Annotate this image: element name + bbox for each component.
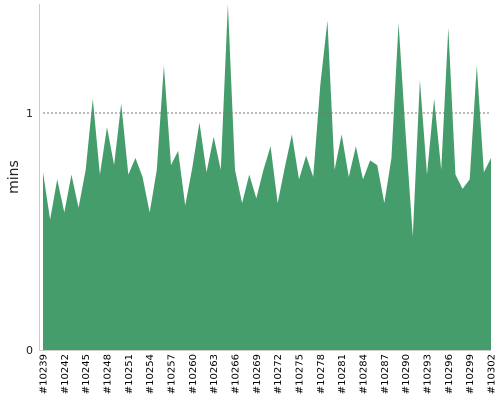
x-tick-label: #10269 xyxy=(252,354,263,394)
x-tick-label: #10239 xyxy=(39,354,50,394)
y-tick-layer: 01 xyxy=(26,107,33,357)
x-tick-label: #10293 xyxy=(423,354,434,394)
x-tick-label: #10296 xyxy=(444,354,455,394)
y-tick-label: 0 xyxy=(26,344,33,357)
axis-layer xyxy=(39,4,491,351)
area-series xyxy=(43,4,491,350)
x-tick-label: #10290 xyxy=(401,354,412,394)
x-tick-label: #10257 xyxy=(167,354,178,394)
x-tick-label: #10263 xyxy=(209,354,220,394)
x-tick-label: #10260 xyxy=(188,354,199,394)
x-tick-label: #10248 xyxy=(103,354,114,394)
x-tick-label: #10284 xyxy=(359,354,370,394)
x-tick-label: #10254 xyxy=(145,354,156,394)
x-tick-label: #10275 xyxy=(295,354,306,394)
x-tick-label: #10281 xyxy=(337,354,348,394)
x-tick-label: #10242 xyxy=(60,354,71,394)
y-tick-label: 1 xyxy=(26,107,33,120)
area-layer xyxy=(43,4,491,350)
x-tick-label: #10302 xyxy=(487,354,498,394)
x-tick-label: #10278 xyxy=(316,354,327,394)
x-tick-label: #10287 xyxy=(380,354,391,394)
x-tick-layer: #10239 #10242 #10245 #10248 #10251 #10254 #102… xyxy=(39,354,498,394)
x-tick-label: #10299 xyxy=(465,354,476,394)
x-tick-label: #10272 xyxy=(273,354,284,394)
x-tick-label: #10251 xyxy=(124,354,135,394)
x-tick-label: #10266 xyxy=(231,354,242,394)
y-axis-title: mins xyxy=(6,160,22,194)
x-tick-label: #10245 xyxy=(81,354,92,394)
